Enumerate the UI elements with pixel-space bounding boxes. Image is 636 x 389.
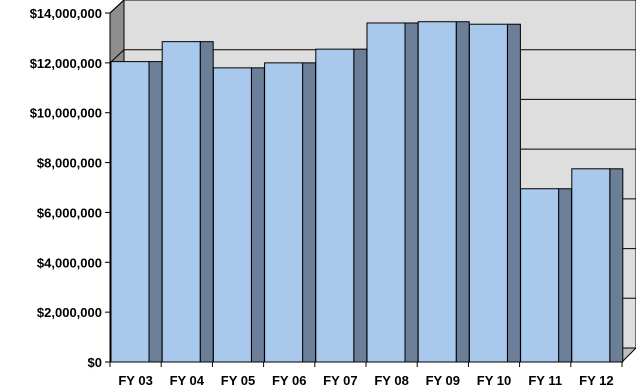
bar-side [148,61,163,363]
y-tick-label: $10,000,000 [30,106,102,121]
bar-side [353,48,368,363]
bar-face [520,188,560,363]
y-tick-label: $2,000,000 [37,305,102,320]
bar-face [315,48,355,363]
x-tick-label: FY 06 [272,373,306,388]
gridline-side [109,0,125,14]
bar [520,188,573,363]
axes [105,12,623,367]
y-axis-tick-labels: $0 $2,000,000 $4,000,000 $6,000,000 $8,000,0… [30,6,102,370]
bar-side [506,23,521,363]
x-axis-tick-labels: FY 03 FY 04 FY 05 FY 06 FY 07 FY 08 FY 09 FY 10… [118,373,613,388]
bar-face [264,62,304,363]
y-tick-label: $0 [88,355,102,370]
bar [366,22,419,363]
x-tick-label: FY 04 [170,373,205,388]
y-tick-label: $6,000,000 [37,205,102,220]
x-tick-label: FY 03 [118,373,152,388]
x-tick-label: FY 10 [477,373,511,388]
x-tick-label: FY 07 [323,373,357,388]
bar-face [366,22,406,363]
x-tick-label: FY 12 [579,373,613,388]
y-tick-label: $8,000,000 [37,156,102,171]
bar-face [571,168,611,363]
bar [468,23,521,363]
bar [212,67,265,363]
bar [571,168,624,363]
bar [110,61,163,363]
bar [315,48,368,363]
bar-side [199,41,214,363]
bar-face [212,67,252,363]
x-tick-label: FY 09 [426,373,460,388]
y-tick-label: $14,000,000 [30,6,102,21]
bar-side [250,67,265,363]
bar [417,21,470,363]
bar-side [455,21,470,363]
gridline-side [109,49,125,64]
bar-side [558,188,573,363]
x-tick-label: FY 11 [528,373,562,388]
bar-face [161,41,201,363]
bar [264,62,317,363]
x-tick-label: FY 08 [374,373,408,388]
x-tick-label: FY 05 [221,373,255,388]
bar-face [468,23,508,363]
bar-face [110,61,150,363]
bar [161,41,214,363]
bar-side [404,22,419,363]
bar-face [417,21,457,363]
bar-side [609,168,624,363]
bars [110,21,624,363]
y-tick-label: $4,000,000 [37,255,102,270]
y-tick-label: $12,000,000 [30,56,102,71]
bar-side [302,62,317,363]
